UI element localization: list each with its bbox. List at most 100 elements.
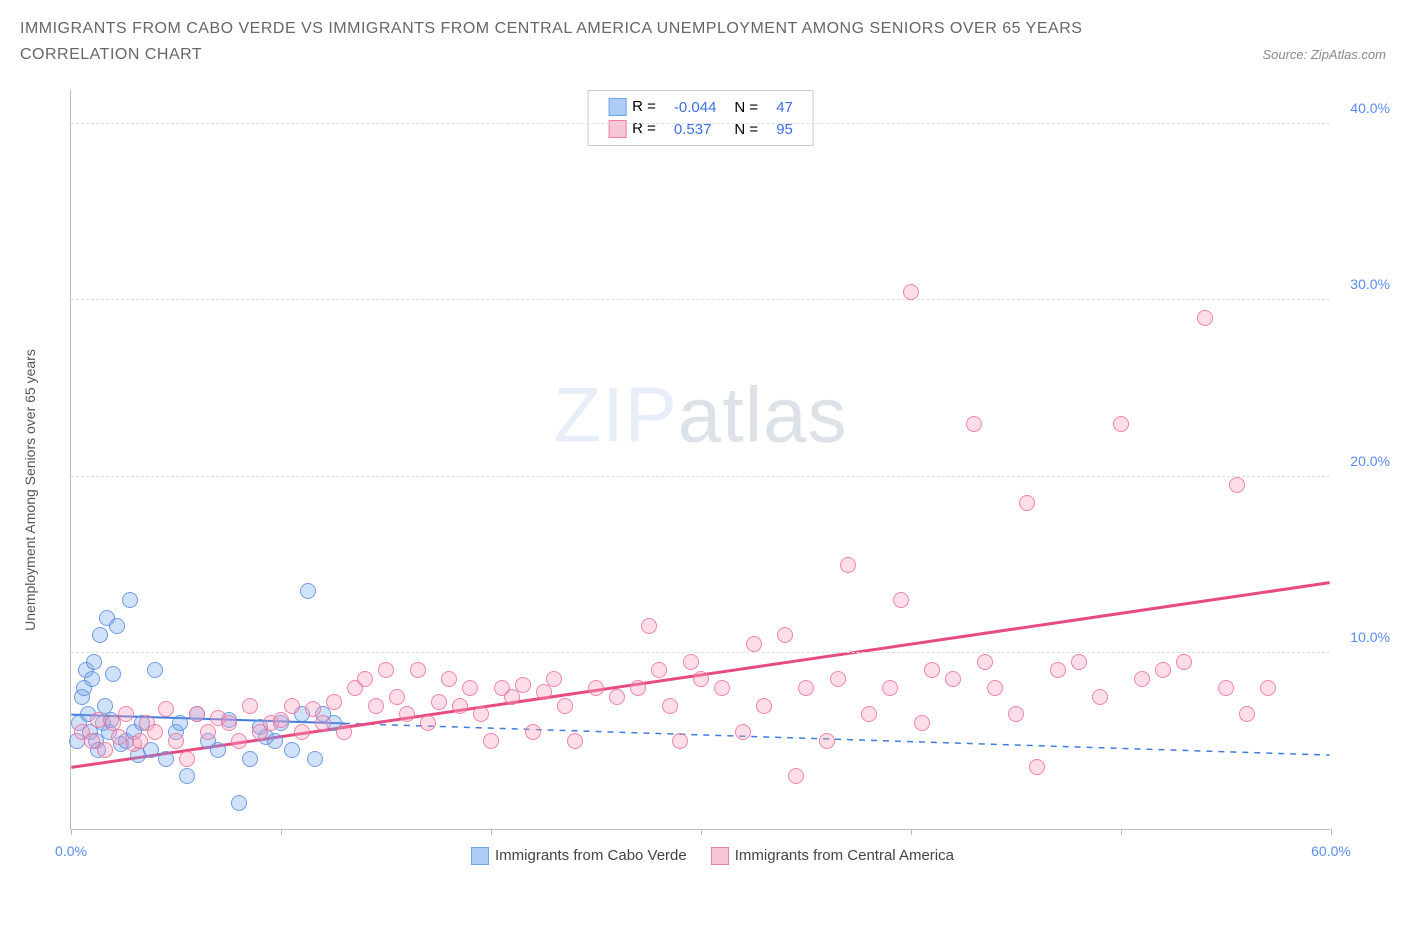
data-point xyxy=(525,724,541,740)
data-point xyxy=(557,698,573,714)
data-point xyxy=(132,733,148,749)
data-point xyxy=(714,680,730,696)
data-point xyxy=(914,715,930,731)
data-point xyxy=(641,618,657,634)
data-point xyxy=(172,715,188,731)
data-point xyxy=(662,698,678,714)
data-point xyxy=(1197,310,1213,326)
data-point xyxy=(1155,662,1171,678)
data-point xyxy=(231,733,247,749)
data-point xyxy=(242,751,258,767)
grid-line xyxy=(71,476,1330,477)
data-point xyxy=(546,671,562,687)
data-point xyxy=(651,662,667,678)
data-point xyxy=(924,662,940,678)
data-point xyxy=(294,724,310,740)
data-point xyxy=(122,592,138,608)
data-point xyxy=(92,627,108,643)
data-point xyxy=(147,724,163,740)
data-point xyxy=(284,698,300,714)
data-point xyxy=(326,694,342,710)
data-point xyxy=(893,592,909,608)
data-point xyxy=(861,706,877,722)
data-point xyxy=(389,689,405,705)
data-point xyxy=(1229,477,1245,493)
data-point xyxy=(830,671,846,687)
y-tick-label: 30.0% xyxy=(1350,276,1390,292)
data-point xyxy=(105,666,121,682)
x-tick-mark xyxy=(911,829,912,835)
data-point xyxy=(1019,495,1035,511)
data-point xyxy=(431,694,447,710)
data-point xyxy=(441,671,457,687)
correlation-legend-box: R =-0.044N =47R =0.537N =95 xyxy=(587,90,814,146)
x-tick-mark xyxy=(701,829,702,835)
data-point xyxy=(420,715,436,731)
x-tick-label: 60.0% xyxy=(1311,843,1351,859)
data-point xyxy=(977,654,993,670)
grid-line xyxy=(71,299,1330,300)
data-point xyxy=(756,698,772,714)
data-point xyxy=(588,680,604,696)
data-point xyxy=(158,751,174,767)
data-point xyxy=(1218,680,1234,696)
data-point xyxy=(1113,416,1129,432)
x-tick-mark xyxy=(281,829,282,835)
data-point xyxy=(987,680,1003,696)
data-point xyxy=(300,583,316,599)
data-point xyxy=(410,662,426,678)
data-point xyxy=(1029,759,1045,775)
y-tick-label: 10.0% xyxy=(1350,629,1390,645)
data-point xyxy=(903,284,919,300)
data-point xyxy=(231,795,247,811)
chart-title-line2: CORRELATION CHART xyxy=(20,42,202,68)
data-point xyxy=(284,742,300,758)
y-tick-label: 20.0% xyxy=(1350,453,1390,469)
series-legend: Immigrants from Cabo VerdeImmigrants fro… xyxy=(71,847,1330,865)
legend-r-label: R = xyxy=(632,98,656,115)
legend-swatch xyxy=(711,847,729,865)
data-point xyxy=(336,724,352,740)
data-point xyxy=(735,724,751,740)
data-point xyxy=(118,706,134,722)
data-point xyxy=(609,689,625,705)
legend-series-name: Immigrants from Central America xyxy=(735,847,954,864)
data-point xyxy=(630,680,646,696)
data-point xyxy=(473,706,489,722)
data-point xyxy=(200,724,216,740)
legend-n-value: 47 xyxy=(768,97,801,117)
data-point xyxy=(1239,706,1255,722)
data-point xyxy=(746,636,762,652)
data-point xyxy=(672,733,688,749)
data-point xyxy=(109,618,125,634)
scatter-plot: ZIPatlas R =-0.044N =47R =0.537N =95 Imm… xyxy=(70,90,1330,830)
data-point xyxy=(368,698,384,714)
data-point xyxy=(567,733,583,749)
data-point xyxy=(1260,680,1276,696)
data-point xyxy=(1008,706,1024,722)
data-point xyxy=(378,662,394,678)
legend-n-label: N = xyxy=(726,97,766,117)
data-point xyxy=(210,742,226,758)
data-point xyxy=(483,733,499,749)
legend-swatch xyxy=(608,98,626,116)
legend-r-value: -0.044 xyxy=(666,97,725,117)
y-axis-label: Unemployment Among Seniors over 65 years xyxy=(22,349,38,631)
data-point xyxy=(693,671,709,687)
legend-n-value: 95 xyxy=(768,119,801,139)
grid-line xyxy=(71,652,1330,653)
data-point xyxy=(683,654,699,670)
data-point xyxy=(515,677,531,693)
data-point xyxy=(777,627,793,643)
chart-title-line1: IMMIGRANTS FROM CABO VERDE VS IMMIGRANTS… xyxy=(20,16,1386,42)
source-attribution: Source: ZipAtlas.com xyxy=(1262,47,1386,62)
data-point xyxy=(97,742,113,758)
data-point xyxy=(242,698,258,714)
data-point xyxy=(1071,654,1087,670)
data-point xyxy=(147,662,163,678)
watermark: ZIPatlas xyxy=(553,370,847,461)
data-point xyxy=(882,680,898,696)
data-point xyxy=(1092,689,1108,705)
data-point xyxy=(168,733,184,749)
data-point xyxy=(158,701,174,717)
